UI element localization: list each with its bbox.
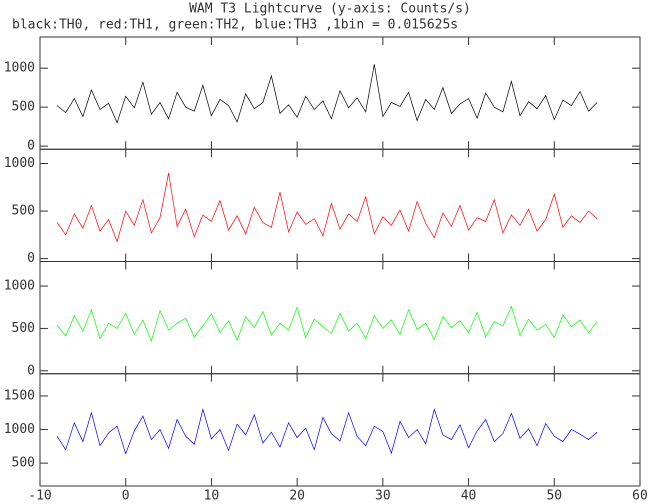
y-tick-label: 0 <box>27 251 35 266</box>
series-line <box>56 64 598 124</box>
x-tick-label: -10 <box>28 489 51 504</box>
y-tick-label: 1000 <box>4 61 35 76</box>
y-tick-label: 0 <box>27 139 35 154</box>
y-tick-label: 500 <box>12 456 35 471</box>
x-tick-label: 20 <box>289 489 305 504</box>
y-tick-label: 0 <box>27 363 35 378</box>
panel-frame <box>39 36 641 150</box>
x-tick-label: 60 <box>632 489 648 504</box>
x-tick-label: 0 <box>122 489 130 504</box>
y-tick-label: 1000 <box>4 279 35 294</box>
y-tick-label: 1500 <box>4 388 35 403</box>
y-tick-label: 500 <box>12 100 35 115</box>
series-line <box>56 172 598 243</box>
x-tick-label: 40 <box>461 489 477 504</box>
y-tick-label: 500 <box>12 321 35 336</box>
x-tick-label: 30 <box>375 489 391 504</box>
y-tick-label: 1000 <box>4 156 35 171</box>
panel-frame <box>39 261 641 375</box>
chart-title: WAM T3 Lightcurve (y-axis: Counts/s) <box>189 2 471 17</box>
chart-subtitle: black:TH0, red:TH1, green:TH2, blue:TH3 … <box>12 18 458 33</box>
x-tick-label: 50 <box>546 489 562 504</box>
x-tick-label: 10 <box>204 489 220 504</box>
series-line <box>56 408 598 455</box>
y-tick-label: 500 <box>12 204 35 219</box>
y-tick-label: 1000 <box>4 422 35 437</box>
panel-frame <box>39 148 641 262</box>
series-line <box>56 305 598 343</box>
